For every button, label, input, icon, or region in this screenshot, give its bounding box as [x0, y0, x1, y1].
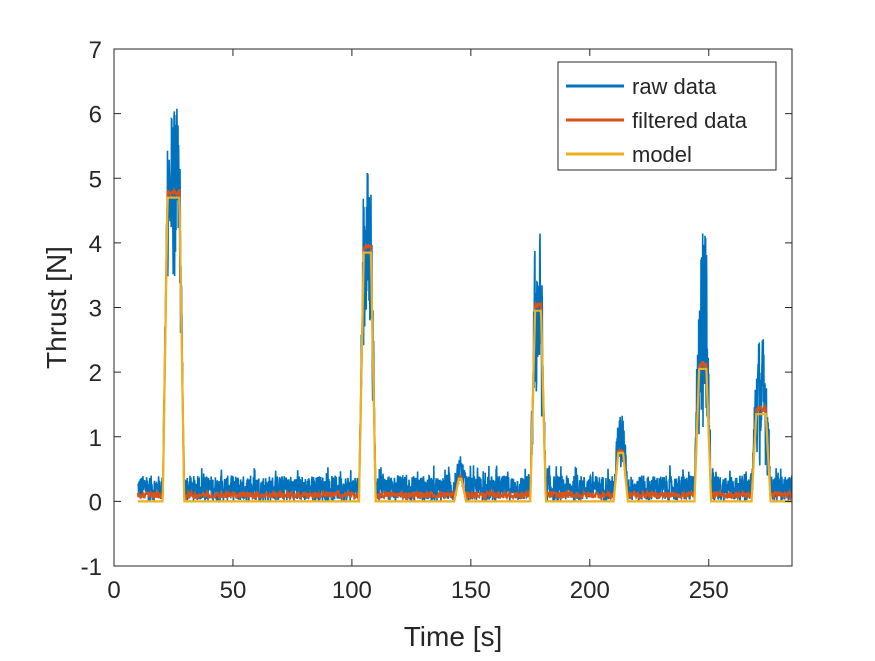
y-tick-label: 5 — [89, 166, 102, 193]
y-tick-label: 3 — [89, 296, 102, 323]
y-tick-label: 1 — [89, 425, 102, 452]
x-tick-label: 250 — [689, 577, 729, 604]
series-line-model — [137, 196, 792, 503]
x-axis-label: Time [s] — [404, 621, 503, 652]
y-tick-label: 7 — [89, 37, 102, 64]
y-tick-label: 4 — [89, 231, 102, 258]
y-tick-label: 0 — [89, 489, 102, 516]
y-tick-label: -1 — [81, 554, 102, 581]
series-layer — [136, 108, 792, 504]
x-tick-label: 0 — [107, 577, 120, 604]
x-tick-label: 200 — [570, 577, 610, 604]
y-tick-label: 2 — [89, 360, 102, 387]
series-line-raw-data — [137, 108, 792, 504]
legend-label-filtered-data: filtered data — [632, 108, 748, 133]
legend-box — [557, 61, 777, 171]
x-tick-label: 50 — [220, 577, 247, 604]
legend-label-model: model — [632, 142, 692, 167]
x-tick-label: 100 — [332, 577, 372, 604]
legend-label-raw-data: raw data — [632, 74, 717, 99]
y-axis-label: Thrust [N] — [41, 246, 72, 369]
x-tick-label: 150 — [451, 577, 491, 604]
legend: raw data filtered data model — [557, 61, 777, 171]
y-tick-label: 6 — [89, 102, 102, 129]
